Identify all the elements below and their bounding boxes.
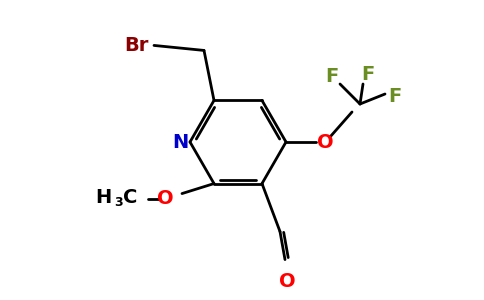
- Text: O: O: [279, 272, 295, 291]
- Text: F: F: [388, 86, 402, 106]
- Text: C: C: [123, 188, 137, 207]
- Text: H: H: [96, 188, 112, 207]
- Text: O: O: [317, 133, 333, 152]
- Text: F: F: [325, 67, 339, 85]
- Text: 3: 3: [114, 196, 122, 209]
- Text: Br: Br: [124, 36, 149, 55]
- Text: F: F: [362, 64, 375, 83]
- Text: N: N: [172, 133, 188, 152]
- Text: O: O: [157, 189, 174, 208]
